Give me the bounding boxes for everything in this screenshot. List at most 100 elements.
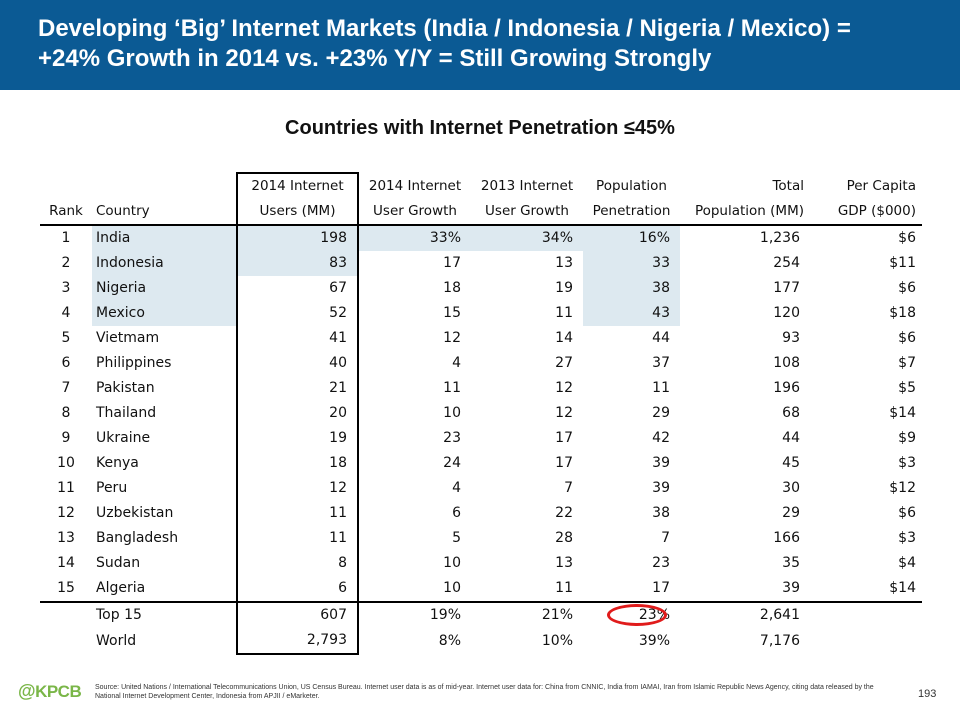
cell-country: Top 15 — [96, 607, 142, 623]
cell-penetration: 38 — [583, 276, 680, 301]
cell-growth2013: 17 — [555, 455, 573, 471]
cell-country: World — [96, 632, 137, 649]
cell-rank: 11 — [57, 480, 75, 496]
cell-gdp: $11 — [889, 255, 916, 271]
cell-country: Nigeria — [92, 276, 237, 301]
header-gdp: GDP ($000) — [810, 199, 922, 226]
cell-users: 2,793 — [236, 628, 359, 655]
cell-rank: 7 — [61, 380, 71, 396]
slide-title-line-2: +24% Growth in 2014 vs. +23% Y/Y = Still… — [38, 45, 712, 72]
cell-penetration: 44 — [652, 330, 670, 346]
cell-penetration: 17 — [583, 576, 680, 603]
kpcb-logo: @KPCB — [18, 681, 82, 702]
header-penetration: Penetration — [583, 199, 680, 226]
table-row: 10 Kenya 18 24 17 39 45 $3 — [40, 451, 922, 476]
table-row: 1 India 198 33% 34% 16% 1,236 $6 — [40, 225, 922, 251]
cell-rank: 12 — [57, 505, 75, 521]
cell-population: 1,236 — [759, 230, 800, 246]
cell-penetration: 38 — [652, 505, 670, 521]
header-penetration-1: Population — [596, 177, 667, 194]
cell-population: 166 — [773, 530, 800, 546]
cell-growth2013: 28 — [555, 530, 573, 546]
cell-penetration-circled: 23% — [583, 602, 680, 628]
cell-growth2014: 24 — [443, 455, 461, 471]
cell-users: 67 — [236, 276, 359, 301]
cell-growth2013: 13 — [555, 555, 573, 571]
total-row-world: World 2,793 8% 10% 39% 7,176 — [40, 628, 922, 655]
table-row: 14 Sudan 8 10 13 23 35 $4 — [40, 551, 922, 576]
cell-gdp: $3 — [898, 530, 916, 546]
cell-population: 108 — [773, 355, 800, 371]
header-growth2013-1: 2013 Internet — [480, 177, 574, 194]
cell-penetration: 37 — [652, 355, 670, 371]
cell-rank: 6 — [61, 355, 71, 371]
logo-text: KPCB — [35, 682, 82, 701]
cell-population: 254 — [773, 255, 800, 271]
cell-growth2013: 34% — [471, 225, 583, 251]
cell-penetration: 33 — [583, 251, 680, 276]
cell-population: 29 — [782, 505, 800, 521]
cell-growth2013: 17 — [555, 430, 573, 446]
cell-population: 68 — [782, 405, 800, 421]
cell-population: 120 — [773, 305, 800, 321]
logo-at-symbol: @ — [18, 681, 36, 701]
cell-gdp: $14 — [810, 576, 922, 603]
table-row: 8 Thailand 20 10 12 29 68 $14 — [40, 401, 922, 426]
cell-gdp: $6 — [898, 505, 916, 521]
cell-population: 2,641 — [759, 607, 800, 623]
header-growth2014: User Growth — [358, 199, 471, 226]
cell-rank: 10 — [57, 455, 75, 471]
cell-gdp: $14 — [889, 405, 916, 421]
cell-population: 30 — [782, 480, 800, 496]
header-rank: Rank — [40, 199, 92, 226]
cell-penetration: 16% — [583, 225, 680, 251]
cell-users: 40 — [236, 351, 359, 376]
cell-users: 8 — [236, 551, 359, 576]
cell-rank — [40, 602, 92, 628]
cell-gdp: $12 — [889, 480, 916, 496]
cell-growth2013: 11 — [471, 576, 583, 603]
cell-growth2014: 4 — [452, 355, 461, 371]
cell-growth2013: 12 — [555, 380, 573, 396]
header-growth2014-1: 2014 Internet — [368, 177, 462, 194]
cell-country: Kenya — [96, 455, 139, 471]
cell-growth2014: 5 — [452, 530, 461, 546]
header-population-1: Total — [772, 177, 804, 194]
header-growth2013: User Growth — [471, 199, 583, 226]
cell-country: Vietmam — [96, 330, 160, 346]
cell-growth2013: 10% — [541, 632, 573, 649]
table-row: 12 Uzbekistan 11 6 22 38 29 $6 — [40, 501, 922, 526]
header-users: Users (MM) — [236, 199, 359, 226]
cell-growth2014: 33% — [358, 225, 471, 251]
cell-growth2014: 10 — [443, 405, 461, 421]
cell-population: 44 — [782, 430, 800, 446]
table-row: 13 Bangladesh 11 5 28 7 166 $3 — [40, 526, 922, 551]
cell-country: Bangladesh — [96, 530, 179, 546]
cell-country: Ukraine — [96, 430, 151, 446]
header-population: Population (MM) — [680, 199, 810, 226]
cell-users: 21 — [236, 376, 359, 401]
page-number: 193 — [918, 688, 937, 700]
cell-country: Algeria — [92, 576, 237, 603]
cell-country: Uzbekistan — [96, 505, 174, 521]
cell-users: 83 — [236, 251, 359, 276]
header-row-1: 2014 Internet 2014 Internet 2013 Interne… — [40, 172, 922, 199]
cell-growth2014: 11 — [443, 380, 461, 396]
table-row: 6 Philippines 40 4 27 37 108 $7 — [40, 351, 922, 376]
cell-growth2014: 4 — [452, 480, 461, 496]
cell-population: 39 — [680, 576, 810, 603]
cell-rank — [40, 628, 92, 654]
cell-users: 20 — [236, 401, 359, 426]
cell-penetration: 7 — [661, 530, 670, 546]
cell-country: Philippines — [96, 355, 172, 371]
cell-rank: 2 — [61, 255, 71, 271]
cell-country: Indonesia — [92, 251, 237, 276]
header-country: Country — [92, 199, 237, 226]
cell-penetration: 42 — [652, 430, 670, 446]
cell-penetration: 29 — [652, 405, 670, 421]
cell-penetration: 39% — [638, 632, 670, 649]
cell-growth2013: 27 — [555, 355, 573, 371]
header-users-1: 2014 Internet — [236, 172, 359, 199]
cell-rank: 1 — [61, 230, 71, 246]
cell-gdp: $6 — [898, 280, 916, 296]
